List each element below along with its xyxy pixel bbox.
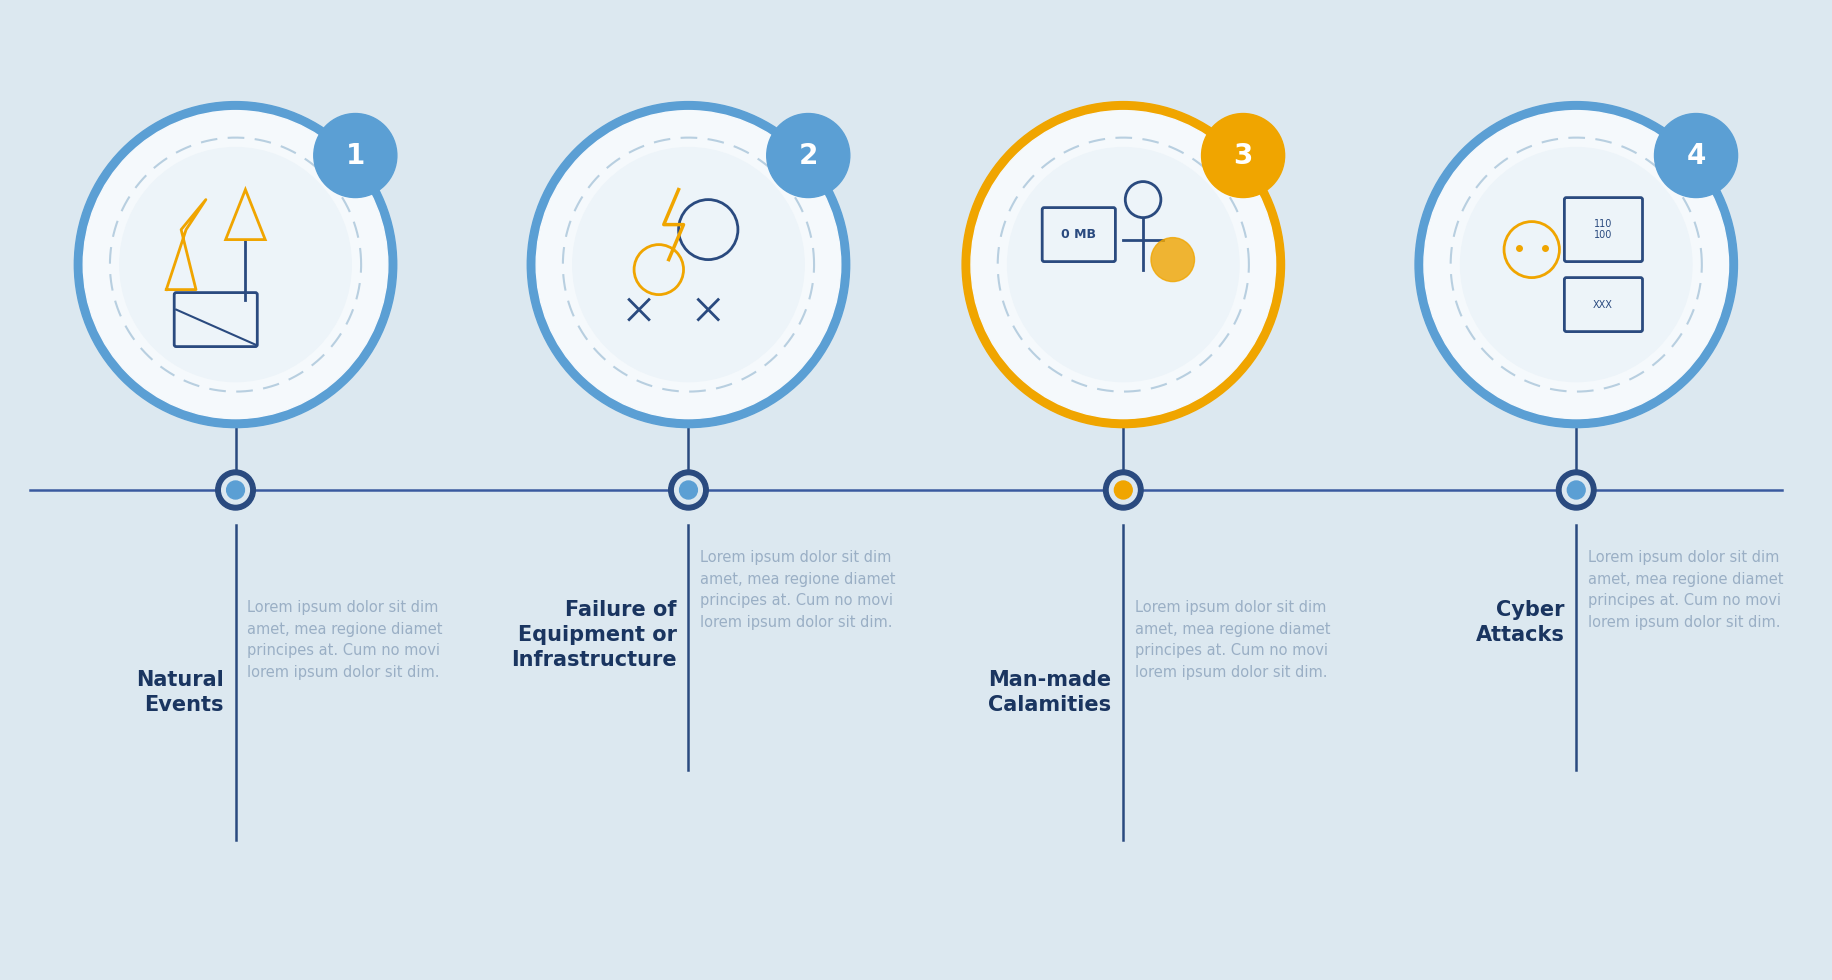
Text: 3: 3 xyxy=(1233,141,1253,170)
Circle shape xyxy=(971,111,1275,418)
Circle shape xyxy=(1563,476,1590,504)
Circle shape xyxy=(227,481,244,499)
Circle shape xyxy=(119,148,352,381)
Text: Cyber
Attacks: Cyber Attacks xyxy=(1475,600,1565,645)
Circle shape xyxy=(1414,102,1737,427)
Circle shape xyxy=(674,476,702,504)
Circle shape xyxy=(528,102,850,427)
Text: 0 MB: 0 MB xyxy=(1061,228,1096,241)
Text: Natural
Events: Natural Events xyxy=(136,670,224,714)
Text: XXX: XXX xyxy=(1594,300,1612,310)
Text: Lorem ipsum dolor sit dim
amet, mea regione diamet
principes at. Cum no movi
lor: Lorem ipsum dolor sit dim amet, mea regi… xyxy=(247,600,443,680)
Circle shape xyxy=(313,114,398,198)
Circle shape xyxy=(1150,237,1194,281)
Circle shape xyxy=(1103,470,1143,510)
Circle shape xyxy=(216,470,255,510)
Circle shape xyxy=(1114,481,1132,499)
Circle shape xyxy=(1568,481,1585,499)
Circle shape xyxy=(962,102,1284,427)
Circle shape xyxy=(1110,476,1138,504)
Circle shape xyxy=(1557,470,1596,510)
Circle shape xyxy=(669,470,709,510)
Circle shape xyxy=(1008,148,1238,381)
Text: 4: 4 xyxy=(1685,141,1706,170)
Circle shape xyxy=(1423,111,1729,418)
Text: Lorem ipsum dolor sit dim
amet, mea regione diamet
principes at. Cum no movi
lor: Lorem ipsum dolor sit dim amet, mea regi… xyxy=(700,550,896,630)
Text: Failure of
Equipment or
Infrastructure: Failure of Equipment or Infrastructure xyxy=(511,600,676,669)
Text: Lorem ipsum dolor sit dim
amet, mea regione diamet
principes at. Cum no movi
lor: Lorem ipsum dolor sit dim amet, mea regi… xyxy=(1136,600,1330,680)
Circle shape xyxy=(680,481,698,499)
Text: Man-made
Calamities: Man-made Calamities xyxy=(987,670,1112,714)
Circle shape xyxy=(768,114,850,198)
Text: 1: 1 xyxy=(346,141,365,170)
Circle shape xyxy=(1460,148,1693,381)
Text: Lorem ipsum dolor sit dim
amet, mea regione diamet
principes at. Cum no movi
lor: Lorem ipsum dolor sit dim amet, mea regi… xyxy=(1588,550,1784,630)
Circle shape xyxy=(573,148,804,381)
Text: 2: 2 xyxy=(799,141,817,170)
Circle shape xyxy=(222,476,249,504)
Circle shape xyxy=(537,111,841,418)
Text: 110
100: 110 100 xyxy=(1594,219,1612,240)
Circle shape xyxy=(82,111,388,418)
Circle shape xyxy=(75,102,398,427)
Circle shape xyxy=(1654,114,1737,198)
Circle shape xyxy=(1202,114,1284,198)
